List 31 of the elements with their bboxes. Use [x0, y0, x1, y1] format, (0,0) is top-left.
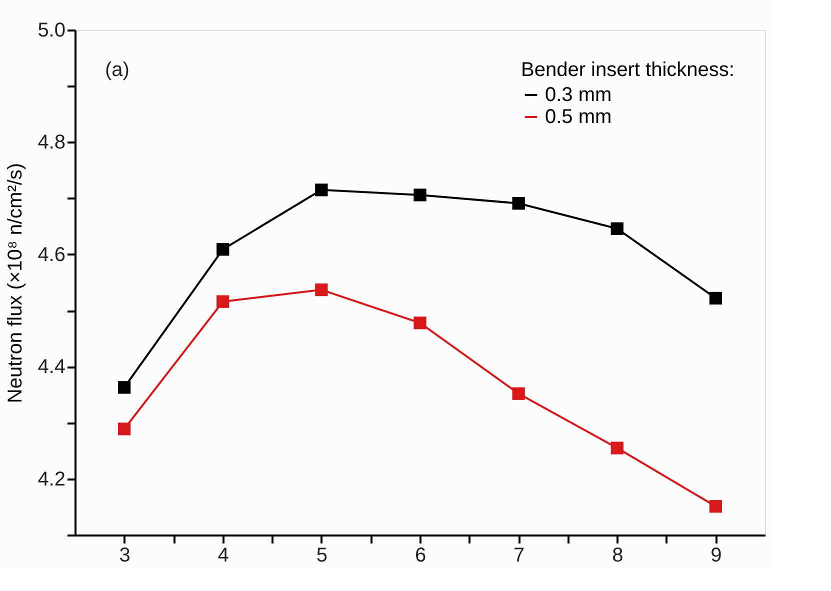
y-tick-label: 5.0 [38, 20, 66, 42]
point [709, 292, 722, 305]
legend-label: 0.3 mm [545, 84, 612, 106]
y-tick-label: 4.2 [38, 468, 66, 490]
point [610, 442, 624, 454]
x-tick-label: 5 [316, 544, 328, 566]
point [216, 243, 230, 256]
y-tick-label: 4.6 [38, 244, 66, 266]
point [709, 500, 722, 513]
point [315, 184, 328, 196]
x-tick-label: 9 [710, 544, 722, 566]
point [216, 295, 230, 308]
legend-title: Bender insert thickness: [521, 59, 734, 81]
point [118, 422, 131, 436]
x-tick-label: 7 [514, 544, 525, 566]
point [512, 387, 525, 400]
point [315, 283, 328, 296]
x-tick-label: 4 [218, 544, 229, 566]
y-axis-title: Neutron flux (×10⁸ n/cm²/s) [4, 162, 27, 404]
point [414, 316, 426, 330]
point [610, 222, 624, 235]
point [118, 381, 131, 394]
legend-label: 0.5 mm [545, 106, 612, 128]
annotation: (a) [105, 59, 130, 81]
point [414, 188, 426, 202]
x-tick-label: 8 [612, 544, 624, 566]
y-tick-label: 4.8 [38, 132, 66, 154]
point [512, 197, 525, 210]
x-tick-label: 3 [119, 544, 130, 566]
x-tick-label: 6 [414, 544, 426, 566]
y-tick-label: 4.4 [38, 356, 66, 378]
